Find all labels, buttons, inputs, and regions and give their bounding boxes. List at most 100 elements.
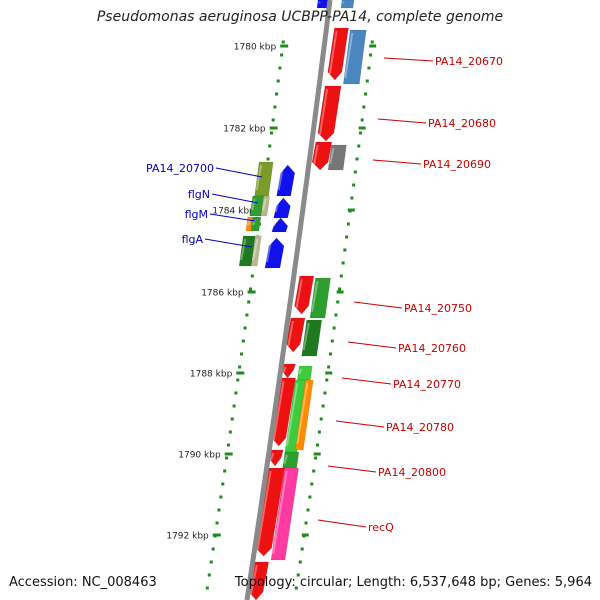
scale-dot: [245, 313, 249, 317]
scale-dot: [353, 170, 357, 174]
gene-label: flgA: [182, 233, 204, 246]
scale-tick: [347, 208, 355, 212]
gene-leader-line: [327, 465, 377, 473]
scale-dot: [345, 235, 349, 239]
gene-highlight: [252, 238, 259, 261]
scale-tick: [224, 452, 233, 456]
gene-label: PA14_20670: [435, 55, 503, 68]
gene-label: PA14_20750: [404, 302, 472, 315]
scale-label: 1792 kbp: [166, 532, 209, 542]
gene-leader-line: [335, 420, 385, 428]
scale-dot: [278, 66, 282, 70]
gene-leader-line: [204, 238, 253, 248]
scale-dot: [226, 443, 230, 447]
scale-dot: [238, 365, 242, 369]
gene-arrow: [271, 217, 289, 233]
scale-dot: [319, 417, 323, 421]
gene-arrow: [327, 144, 347, 171]
scale-dot: [249, 287, 253, 291]
scale-tick: [280, 44, 289, 48]
scale-dot: [294, 586, 298, 590]
scale-dot: [323, 391, 327, 395]
gene-arrow: [270, 467, 299, 561]
gene-highlight: [328, 30, 338, 75]
scale-dot: [268, 144, 272, 148]
gene-label: PA14_20760: [398, 342, 466, 355]
gene-arrow: [276, 164, 296, 197]
gene-highlight: [311, 280, 319, 313]
scale-tick: [301, 533, 309, 537]
scale-dot: [317, 430, 321, 434]
scale-dot: [308, 495, 312, 499]
gene-arrow: [294, 379, 314, 451]
scale-dot: [217, 508, 221, 512]
scale-dot: [243, 326, 247, 330]
scale-dot: [325, 378, 329, 382]
gene-arrow: [294, 275, 315, 315]
gene-highlight: [247, 219, 251, 226]
scale-dot: [211, 547, 215, 551]
gene-highlight: [282, 366, 287, 373]
gene-highlight: [302, 322, 310, 351]
gene-highlight: [240, 238, 247, 261]
gene-highlight: [265, 240, 272, 263]
scale-dot: [281, 40, 285, 44]
gene-highlight: [283, 454, 288, 465]
gene-label: PA14_20700: [146, 162, 214, 175]
scale-tick: [358, 126, 366, 130]
scale-label: 1786 kbp: [201, 289, 244, 299]
gene-arrow: [301, 319, 323, 357]
scale-dot: [341, 261, 345, 265]
gene-arrow: [340, 0, 355, 9]
scale-tick: [236, 371, 245, 375]
gene-leader-line: [341, 377, 392, 385]
gene-leader-line: [211, 193, 259, 204]
gene-arrow: [311, 141, 333, 171]
scale-tick: [325, 371, 333, 375]
gene-arrow: [316, 0, 329, 9]
gene-highlight: [285, 382, 299, 447]
scale-dot: [312, 469, 316, 473]
scale-tick: [269, 126, 278, 130]
scale-tick: [336, 290, 344, 294]
gene-highlight: [313, 144, 319, 165]
scale-label: 1782 kbp: [223, 125, 266, 135]
scale-dot: [350, 196, 354, 200]
gene-highlight: [296, 382, 309, 445]
gene-arrow: [250, 235, 262, 267]
scale-dot: [355, 157, 359, 161]
gene-arrow: [317, 85, 342, 142]
gene-highlight: [298, 368, 303, 375]
gene-highlight: [344, 32, 354, 79]
scale-dot: [296, 573, 300, 577]
gene-label: PA14_20680: [428, 117, 496, 130]
scale-dot: [266, 157, 270, 161]
scale-dot: [369, 53, 373, 57]
map-title: Pseudomonas aeruginosa UCBPP-PA14, compl…: [96, 9, 504, 25]
genome-summary-text: Topology: circular; Length: 6,537,648 bp…: [234, 575, 592, 590]
accession-text: Accession: NC_008463: [9, 575, 157, 590]
gene-arrow: [309, 277, 331, 319]
scale-dot: [367, 66, 371, 70]
scale-dot: [205, 586, 209, 590]
scale-label: 1784 kbp: [212, 207, 255, 217]
scale-dot: [314, 456, 318, 460]
gene-label: flgN: [188, 188, 210, 201]
gene-highlight: [256, 470, 272, 551]
genome-backbone: [244, 0, 333, 600]
scale-dot: [221, 482, 225, 486]
scale-dot: [273, 105, 277, 109]
gene-highlight: [295, 278, 303, 309]
scale-dot: [334, 313, 338, 317]
gene-leader-line: [209, 213, 256, 222]
scale-dot: [276, 79, 280, 83]
scale-dot: [230, 417, 234, 421]
gene-leader-line: [215, 167, 263, 178]
scale-dot: [310, 482, 314, 486]
scale-dot: [275, 92, 279, 96]
scale-dot: [315, 443, 319, 447]
scale-label: 1788 kbp: [190, 370, 233, 380]
gene-label: PA14_20800: [378, 466, 446, 479]
scale-dot: [364, 92, 368, 96]
